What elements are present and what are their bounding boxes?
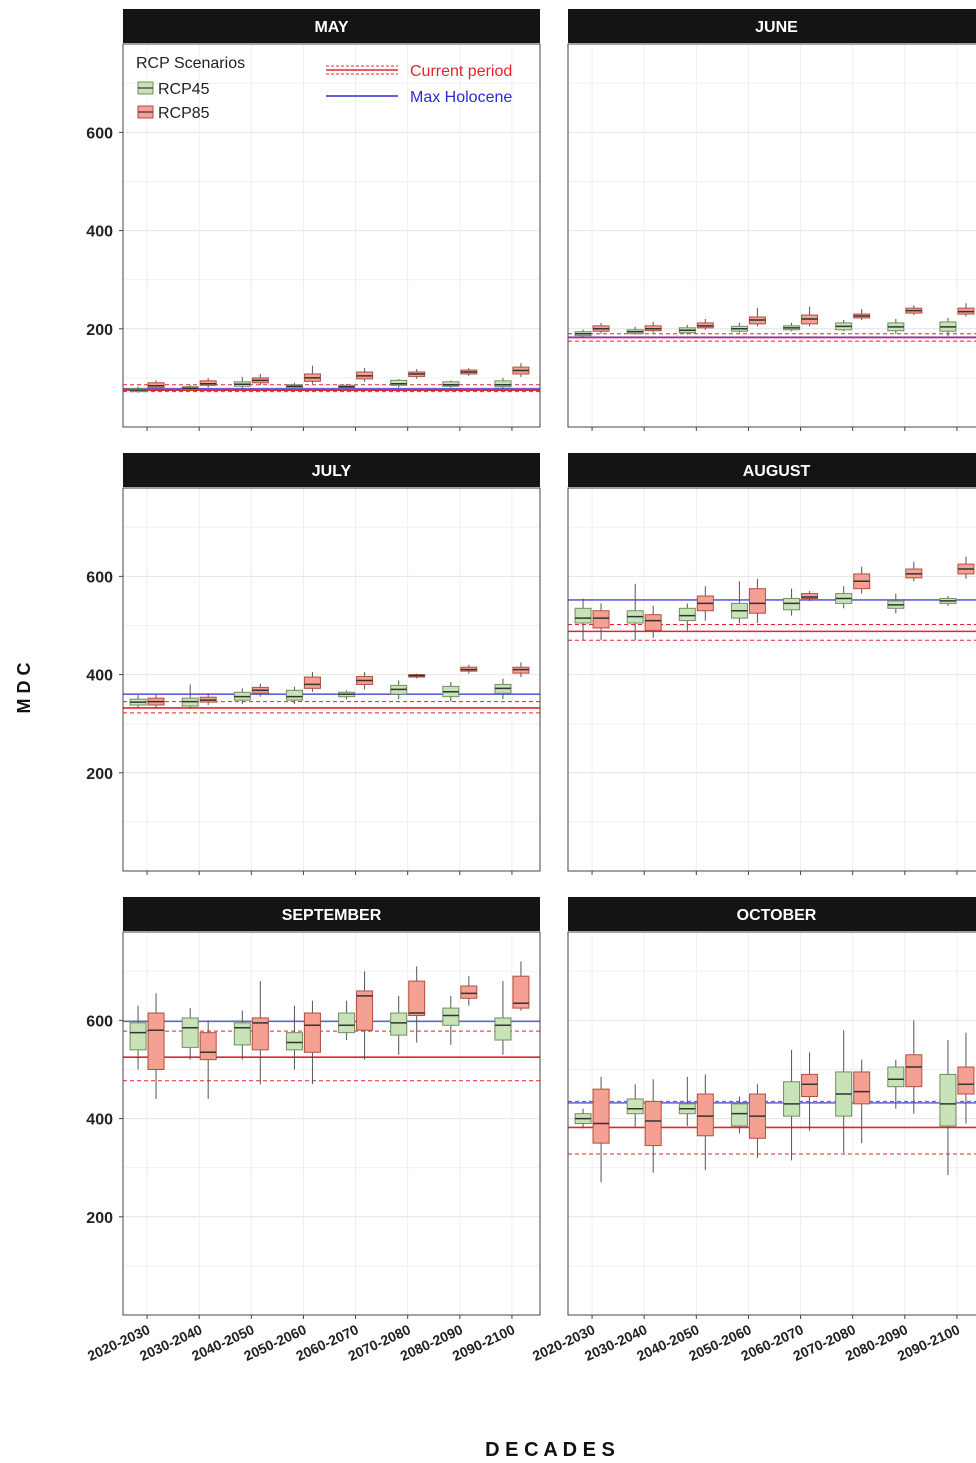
panel-background (568, 44, 976, 427)
panel-background (123, 488, 540, 871)
panel-border (567, 487, 976, 872)
legend-rcp85-label: RCP85 (158, 105, 210, 122)
rcp45-box-1-box (626, 1098, 644, 1115)
rcp85-box-3-box (303, 1012, 321, 1053)
rcp85-box-1-box (199, 1032, 217, 1061)
panel-header (568, 897, 976, 931)
rcp45-box-6-box (887, 1066, 905, 1088)
rcp45-box-2-box (233, 1022, 251, 1046)
panel-header (568, 453, 976, 487)
panel-title: JUNE (755, 19, 798, 36)
panel-september: SEPTEMBER2004006002020-20302030-20402040… (85, 897, 541, 1364)
rcp85-box-3-box (303, 676, 321, 689)
rcp45-box-2-box (678, 607, 696, 622)
panel-background (568, 932, 976, 1315)
rcp45-box-5-box (390, 379, 408, 386)
y-tick-label: 200 (86, 322, 113, 339)
legend-title: RCP Scenarios (136, 55, 245, 72)
facet-panels: MAY 200 400 600 JUNE JULY 200 400 600 AUGUST SEPTE… (85, 9, 976, 1364)
rcp85-box-0-box (592, 610, 610, 629)
rcp85-box-4-box (356, 990, 374, 1031)
panel-border (567, 931, 976, 1316)
rcp45-box-0-box (574, 607, 592, 624)
rcp45-box-6-box (442, 1007, 460, 1026)
panel-title: MAY (314, 19, 348, 36)
panel-title: OCTOBER (737, 907, 817, 924)
rcp85-box-5-box (408, 980, 426, 1016)
y-tick-label: 400 (86, 224, 113, 241)
x-axis-label: D E C A D E S (485, 1439, 615, 1461)
rcp85-box-7-box (957, 1066, 975, 1095)
panel-border (567, 43, 976, 428)
y-tick-label: 600 (86, 125, 113, 142)
panel-may: MAY 200 400 600 (86, 9, 541, 431)
rcp85-box-1-box (644, 614, 662, 631)
rcp85-box-0-box (147, 1012, 165, 1070)
panel-title: JULY (312, 463, 352, 480)
panel-october: OCTOBER2020-20302030-20402040-20502050-2… (530, 897, 976, 1364)
panel-header (123, 453, 540, 487)
rcp45-box-7-box (494, 1017, 512, 1041)
y-tick-label: 400 (86, 668, 113, 685)
y-tick-label: 200 (86, 1210, 113, 1227)
panel-header (568, 9, 976, 43)
rcp45-box-5-box (390, 1012, 408, 1036)
rcp85-box-7-box (512, 975, 530, 1009)
rcp45-box-1-box (181, 1017, 199, 1048)
panel-border (122, 43, 541, 428)
rcp85-box-2-box (696, 1093, 714, 1137)
y-tick-label: 200 (86, 766, 113, 783)
y-tick-label: 600 (86, 1013, 113, 1030)
rcp45-box-4-box (783, 1081, 801, 1117)
rcp45-box-3-box (285, 689, 303, 701)
legend-holocene-label: Max Holocene (410, 89, 512, 106)
rcp85-box-4-box (801, 593, 819, 599)
y-tick-label: 400 (86, 1112, 113, 1129)
legend-current-label: Current period (410, 63, 512, 80)
panel-title: AUGUST (743, 463, 811, 480)
rcp85-box-1-box (644, 1100, 662, 1147)
panel-border (122, 931, 541, 1316)
panel-june: JUNE (567, 9, 976, 431)
panel-border (122, 487, 541, 872)
legend: RCP Scenarios RCP45 RCP85 Current period… (136, 55, 512, 122)
panel-august: AUGUST (567, 453, 976, 875)
rcp45-box-3-box (285, 1032, 303, 1051)
panel-title: SEPTEMBER (282, 907, 382, 924)
rcp85-box-3-box (748, 588, 766, 614)
rcp85-box-0-box (592, 1088, 610, 1144)
panel-background (568, 488, 976, 871)
rcp85-box-4-box (801, 1073, 819, 1097)
rcp85-box-6-box (905, 1054, 923, 1088)
rcp45-box-3-box (730, 1103, 748, 1127)
rcp45-box-7-box (939, 1073, 957, 1127)
panel-background (123, 932, 540, 1315)
rcp85-box-2-box (251, 1017, 269, 1051)
y-axis-label: M D C (14, 663, 34, 714)
legend-rcp45-label: RCP45 (158, 81, 210, 98)
y-tick-label: 600 (86, 569, 113, 586)
rcp45-box-4-box (338, 1012, 356, 1034)
panel-header (123, 897, 540, 931)
panel-background (123, 44, 540, 427)
rcp45-box-7-box (494, 380, 512, 388)
rcp85-box-5-box (853, 1071, 871, 1105)
panel-header (123, 9, 540, 43)
panel-july: JULY 200 400 600 (86, 453, 541, 875)
rcp45-box-0-box (129, 1022, 147, 1051)
rcp85-box-6-box (460, 985, 478, 999)
